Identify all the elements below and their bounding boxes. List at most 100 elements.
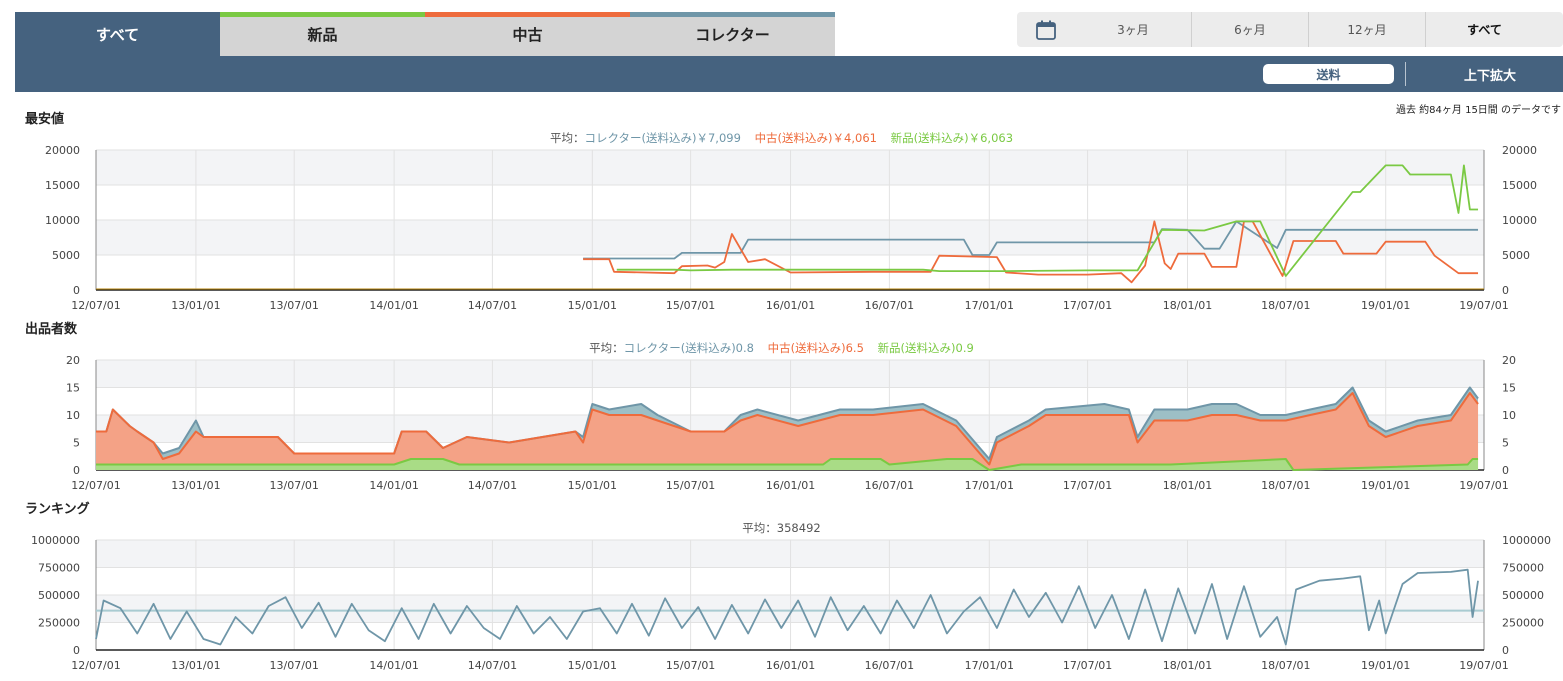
y-tick-label-left: 5000 — [52, 249, 80, 262]
series-line — [96, 392, 1479, 466]
calendar-icon[interactable] — [1017, 12, 1075, 47]
tab-used[interactable]: 中古 — [425, 12, 630, 56]
tab-label: コレクター — [695, 25, 770, 44]
y-tick-label-right: 20 — [1502, 354, 1516, 367]
tab-new[interactable]: 新品 — [220, 12, 425, 56]
plot-band — [96, 220, 1484, 255]
ranking-average: 平均：358492 — [742, 521, 821, 535]
y-tick-label-left: 0 — [73, 284, 80, 297]
tab-label: すべて — [95, 25, 140, 44]
sellers-chart[interactable]: 0 0 5 5 10 10 15 15 20 20 12/07/01 13/01/01 13/07/01… — [0, 350, 1563, 495]
x-tick-label: 13/07/01 — [270, 659, 319, 672]
x-tick-label: 18/07/01 — [1261, 299, 1310, 312]
range-selector: 3ヶ月 6ヶ月 12ヶ月 すべて — [1017, 12, 1563, 47]
x-tick-label: 16/07/01 — [865, 659, 914, 672]
series-line — [616, 164, 1479, 277]
y-tick-label-right: 0 — [1502, 644, 1509, 657]
x-tick-label: 15/07/01 — [666, 299, 715, 312]
x-tick-label: 12/07/01 — [71, 299, 120, 312]
x-tick-label: 13/07/01 — [270, 299, 319, 312]
x-tick-label: 12/07/01 — [71, 659, 120, 672]
y-tick-label-right: 10000 — [1502, 214, 1537, 227]
shipping-toggle-button[interactable]: 送料 — [1263, 64, 1394, 84]
range-6-months-button[interactable]: 6ヶ月 — [1192, 12, 1309, 47]
range-all-button[interactable]: すべて — [1467, 23, 1502, 37]
tab-all[interactable]: すべて — [15, 12, 220, 56]
vertical-zoom-button[interactable]: 上下拡大 — [1463, 68, 1516, 84]
plot-band — [96, 595, 1484, 623]
x-tick-label: 12/07/01 — [71, 479, 120, 492]
sellers-averages: 平均：コレクター(送料込み)0.8 中古(送料込み)6.5 新品(送料込み)0.… — [0, 340, 1563, 356]
y-tick-label-left: 0 — [73, 644, 80, 657]
sellers-average-new: 新品(送料込み)0.9 — [877, 341, 974, 355]
x-tick-label: 13/01/01 — [171, 299, 220, 312]
tab-label: 中古 — [512, 25, 543, 44]
x-tick-label: 19/07/01 — [1459, 299, 1508, 312]
price-averages: 平均：コレクター(送料込み)￥7,099 中古(送料込み)￥4,061 新品(送… — [0, 130, 1563, 146]
x-tick-label: 19/01/01 — [1361, 659, 1410, 672]
y-tick-label-right: 750000 — [1502, 562, 1544, 575]
plot-band — [96, 540, 1484, 568]
y-tick-label-left: 250000 — [38, 617, 80, 630]
y-tick-label-right: 5000 — [1502, 249, 1530, 262]
x-tick-label: 14/07/01 — [468, 479, 517, 492]
average-prefix: 平均： — [589, 341, 624, 355]
tab-collector[interactable]: コレクター — [630, 12, 835, 56]
price-average-used: 中古(送料込み)￥4,061 — [754, 131, 877, 145]
x-tick-label: 13/01/01 — [171, 659, 220, 672]
x-tick-label: 15/07/01 — [666, 659, 715, 672]
x-tick-label: 15/01/01 — [568, 299, 617, 312]
plot-band — [96, 622, 1484, 650]
tab-color-strip — [425, 12, 630, 17]
sellers-average-collector: 平均：コレクター(送料込み)0.8 — [589, 341, 754, 355]
y-tick-label-right: 5 — [1502, 437, 1509, 450]
ranking-chart[interactable]: 0 0 250000 250000 500000 500000 750000 750000 10… — [0, 530, 1563, 681]
x-tick-label: 18/01/01 — [1163, 659, 1212, 672]
series-line — [95, 568, 1479, 646]
tab-label: 新品 — [307, 25, 338, 44]
x-tick-label: 14/01/01 — [369, 299, 418, 312]
plot-band — [96, 185, 1484, 220]
ranking-averages: 平均：358492 — [0, 520, 1563, 536]
range-12-months-button[interactable]: 12ヶ月 — [1309, 12, 1426, 47]
y-tick-label-right: 15000 — [1502, 179, 1537, 192]
y-tick-label-left: 10000 — [45, 214, 80, 227]
x-tick-label: 18/07/01 — [1261, 659, 1310, 672]
plot-band — [96, 567, 1484, 595]
x-tick-label: 19/01/01 — [1361, 299, 1410, 312]
plot-band — [96, 387, 1484, 415]
x-tick-label: 18/01/01 — [1163, 479, 1212, 492]
x-tick-label: 17/01/01 — [965, 479, 1014, 492]
x-tick-label: 16/07/01 — [865, 479, 914, 492]
y-tick-label-left: 500000 — [38, 589, 80, 602]
price-chart[interactable]: 0 0 5000 5000 10000 10000 15000 15000 20000 20000… — [0, 140, 1563, 315]
average-text: コレクター(送料込み)￥7,099 — [584, 131, 741, 145]
price-average-new: 新品(送料込み)￥6,063 — [890, 131, 1014, 145]
range-3-months-button[interactable]: 3ヶ月 — [1075, 12, 1192, 47]
y-tick-label-left: 0 — [73, 464, 80, 477]
y-tick-label-left: 5 — [73, 437, 80, 450]
plot-band — [96, 360, 1484, 388]
sellers-average-used: 中古(送料込み)6.5 — [767, 341, 864, 355]
data-period-note: 過去 約84ヶ月 15日間 のデータです — [1396, 105, 1561, 116]
x-tick-label: 16/01/01 — [766, 299, 815, 312]
tab-color-strip — [220, 12, 425, 17]
toolbar: 送料 上下拡大 — [15, 56, 1563, 92]
toolbar-divider — [1405, 62, 1406, 86]
condition-tabs: すべて 新品 中古 コレクター — [15, 12, 835, 56]
y-tick-label-right: 0 — [1502, 284, 1509, 297]
x-tick-label: 17/07/01 — [1063, 479, 1112, 492]
ranking-section-title: ランキング — [25, 502, 90, 517]
y-tick-label-right: 10 — [1502, 409, 1516, 422]
x-tick-label: 19/01/01 — [1361, 479, 1410, 492]
plot-band — [96, 150, 1484, 185]
x-tick-label: 14/01/01 — [369, 479, 418, 492]
y-tick-label-right: 1000000 — [1502, 534, 1551, 547]
y-tick-label-right: 250000 — [1502, 617, 1544, 630]
average-prefix: 平均： — [549, 131, 585, 145]
y-tick-label-left: 750000 — [38, 562, 80, 575]
tab-color-strip — [630, 12, 835, 17]
series-line — [583, 220, 1479, 284]
price-average-collector: 平均：コレクター(送料込み)￥7,099 — [550, 131, 741, 145]
x-tick-label: 17/07/01 — [1063, 659, 1112, 672]
